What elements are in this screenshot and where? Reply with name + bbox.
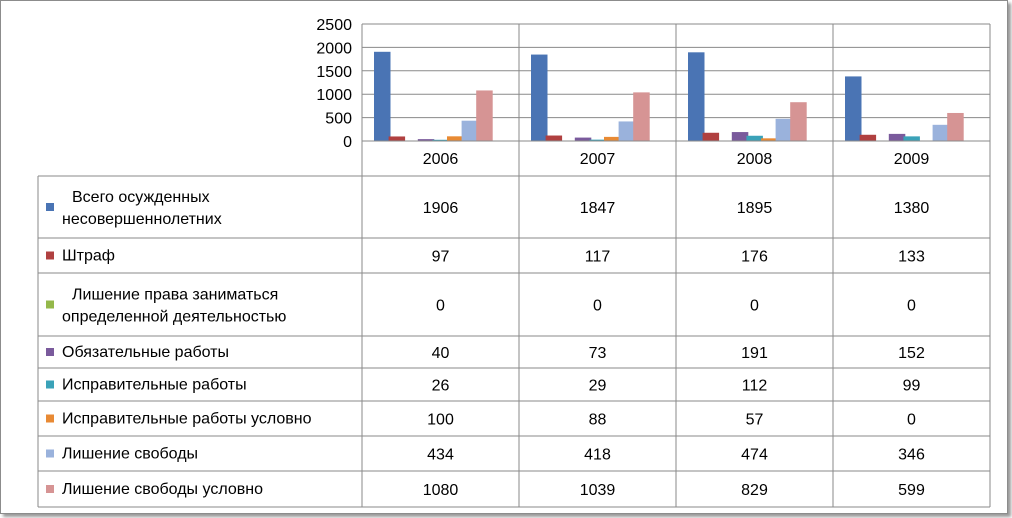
legend-key-6 — [46, 449, 54, 458]
legend-label-4: Исправительные работы — [62, 377, 247, 394]
legend-key-1 — [46, 251, 54, 260]
bar-2007-series-4 — [589, 139, 606, 141]
data-label-2007-series-4: 29 — [589, 378, 607, 395]
data-label-2007-series-5: 88 — [589, 412, 607, 429]
data-label-2009-series-5: 0 — [907, 412, 916, 429]
data-label-2009-series-1: 133 — [898, 249, 925, 266]
y-tick-label-2500: 2500 — [316, 17, 352, 34]
legend-key-0 — [46, 203, 54, 211]
data-label-2007-series-1: 117 — [585, 249, 611, 266]
data-label-2007-series-3: 73 — [589, 345, 607, 362]
legend-key-4 — [46, 380, 54, 389]
bar-2008-series-4 — [746, 135, 763, 141]
legend-label-3: Обязательные работы — [62, 344, 229, 361]
legend-key-2 — [46, 300, 54, 309]
bar-2008-series-3 — [731, 132, 749, 141]
legend-label-0-line-1: Всего осужденных — [72, 189, 210, 206]
bar-2007-series-1 — [545, 135, 563, 141]
legend-key-3 — [46, 348, 54, 356]
bar-2008-series-0 — [688, 52, 705, 142]
data-label-2006-series-4: 26 — [432, 378, 450, 395]
bar-2006-series-5 — [447, 136, 464, 141]
data-label-2009-series-4: 99 — [903, 378, 921, 395]
data-label-2006-series-0: 1906 — [423, 200, 459, 217]
bar-2006-series-0 — [374, 51, 391, 142]
data-label-2008-series-6: 474 — [741, 447, 768, 464]
data-label-2009-series-0: 1380 — [894, 200, 930, 217]
data-label-2007-series-2: 0 — [593, 298, 602, 315]
bar-2007-series-5 — [604, 136, 621, 141]
bar-2008-series-5 — [761, 138, 778, 141]
data-label-2008-series-7: 829 — [741, 482, 768, 499]
bar-2006-series-7 — [476, 90, 493, 141]
data-label-2006-series-1: 97 — [432, 249, 450, 266]
legend-label-2-line-1: Лишение права заниматься — [72, 287, 278, 304]
bar-2006-series-4 — [432, 139, 449, 141]
data-label-2007-series-6: 418 — [584, 447, 611, 464]
bar-2009-series-3 — [888, 133, 906, 141]
bar-2006-series-6 — [461, 120, 479, 141]
bar-2008-series-1 — [702, 132, 720, 141]
category-label-2008: 2008 — [737, 151, 773, 168]
data-label-2007-series-0: 1847 — [580, 200, 616, 217]
y-tick-label-1500: 1500 — [316, 64, 352, 81]
bar-2009-series-6 — [932, 124, 950, 141]
y-tick-label-2000: 2000 — [316, 40, 352, 57]
category-label-2006: 2006 — [423, 151, 459, 168]
bar-2007-series-0 — [531, 54, 548, 142]
data-label-2009-series-2: 0 — [907, 298, 916, 315]
legend-key-7 — [46, 485, 54, 493]
data-label-2006-series-2: 0 — [436, 298, 445, 315]
data-label-2006-series-7: 1080 — [423, 482, 459, 499]
data-label-2008-series-5: 57 — [746, 412, 764, 429]
bar-2007-series-7 — [633, 92, 650, 141]
bar-2007-series-3 — [574, 137, 592, 141]
legend-label-1: Штраф — [62, 248, 115, 265]
legend-key-5 — [46, 414, 54, 423]
data-label-2006-series-6: 434 — [427, 447, 454, 464]
legend-label-2-line-2: определенной деятельностью — [62, 309, 286, 326]
legend-label-5: Исправительные работы условно — [62, 411, 312, 428]
data-label-2008-series-4: 112 — [742, 378, 768, 395]
data-label-2007-series-7: 1039 — [580, 482, 616, 499]
category-label-2009: 2009 — [894, 151, 930, 168]
data-label-2008-series-1: 176 — [741, 249, 768, 266]
data-label-2009-series-3: 152 — [898, 345, 925, 362]
bar-2008-series-6 — [775, 118, 793, 141]
legend-label-0-line-2: несовершеннолетних — [62, 211, 222, 228]
bar-2009-series-1 — [859, 134, 877, 141]
data-label-2008-series-3: 191 — [741, 345, 768, 362]
category-label-2007: 2007 — [580, 151, 616, 168]
bar-2006-series-3 — [417, 139, 435, 141]
data-label-2009-series-6: 346 — [898, 447, 925, 464]
y-tick-label-0: 0 — [343, 134, 352, 151]
data-label-2008-series-2: 0 — [750, 298, 759, 315]
bar-2009-series-0 — [845, 76, 862, 141]
data-label-2009-series-7: 599 — [898, 482, 925, 499]
data-label-2008-series-0: 1895 — [737, 200, 773, 217]
bar-2009-series-4 — [903, 136, 920, 141]
bar-2009-series-7 — [947, 112, 964, 141]
data-label-2006-series-3: 40 — [432, 345, 450, 362]
y-tick-label-500: 500 — [325, 111, 352, 128]
bar-2008-series-7 — [790, 102, 807, 141]
legend-label-6: Лишение свободы — [62, 446, 198, 463]
bar-2007-series-6 — [618, 121, 636, 141]
y-tick-label-1000: 1000 — [316, 87, 352, 104]
bar-2006-series-1 — [388, 136, 406, 141]
legend-label-7: Лишение свободы условно — [62, 481, 263, 498]
data-label-2006-series-5: 100 — [427, 412, 454, 429]
